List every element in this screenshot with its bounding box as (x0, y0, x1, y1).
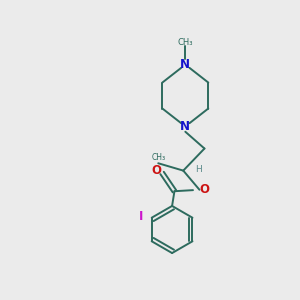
Text: I: I (139, 210, 144, 223)
Text: N: N (180, 120, 190, 133)
Text: O: O (199, 183, 209, 196)
Text: N: N (180, 58, 190, 71)
Text: CH₃: CH₃ (151, 153, 165, 162)
Text: CH₃: CH₃ (178, 38, 193, 47)
Text: H: H (195, 165, 202, 174)
Text: O: O (152, 164, 162, 177)
